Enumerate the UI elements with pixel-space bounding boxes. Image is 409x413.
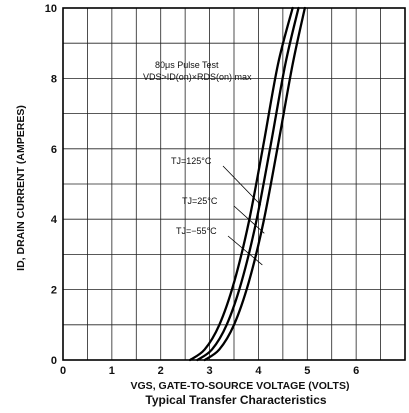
x-tick-label: 2 bbox=[158, 365, 164, 377]
x-tick-labels: 0 1 2 3 4 5 6 bbox=[60, 365, 359, 377]
x-tick-label: 4 bbox=[255, 365, 262, 377]
x-tick-label: 0 bbox=[60, 365, 66, 377]
y-tick-label: 0 bbox=[51, 355, 57, 367]
x-tick-label: 5 bbox=[304, 365, 310, 377]
x-tick-label: 1 bbox=[109, 365, 115, 377]
series-leader-line bbox=[234, 206, 264, 233]
y-axis-title: ID, DRAIN CURRENT (AMPERES) bbox=[15, 105, 27, 271]
y-tick-labels: 0 2 4 6 8 10 bbox=[45, 3, 58, 367]
x-tick-label: 3 bbox=[207, 365, 213, 377]
y-tick-label: 10 bbox=[45, 3, 57, 15]
series-label-1: TJ=125°C bbox=[171, 156, 212, 166]
vds-condition-note: VDS>ID(on)×RDS(on) max bbox=[143, 72, 252, 82]
y-tick-label: 2 bbox=[51, 285, 57, 297]
y-tick-label: 8 bbox=[51, 73, 57, 85]
series-label-2: TJ=25°C bbox=[182, 196, 218, 206]
x-axis-title: VGS, GATE-TO-SOURCE VOLTAGE (VOLTS) bbox=[131, 380, 350, 392]
chart-title: Typical Transfer Characteristics bbox=[145, 393, 327, 407]
y-tick-label: 6 bbox=[51, 144, 57, 156]
pulse-test-note: 80μs Pulse Test bbox=[155, 60, 219, 70]
x-tick-label: 6 bbox=[353, 365, 359, 377]
y-tick-label: 4 bbox=[51, 214, 58, 226]
series-label-3: TJ=−55°C bbox=[176, 226, 217, 236]
